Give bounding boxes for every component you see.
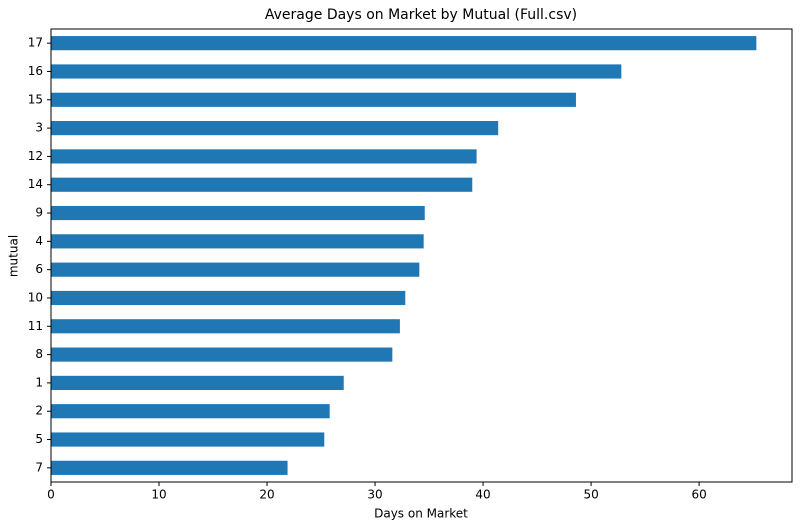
bar xyxy=(51,375,344,390)
y-tick-label: 5 xyxy=(35,432,43,446)
x-tick-label: 40 xyxy=(475,488,490,502)
y-tick-label: 2 xyxy=(35,404,43,418)
bar xyxy=(51,92,576,107)
x-tick-label: 20 xyxy=(259,488,274,502)
bar xyxy=(51,177,473,192)
bar xyxy=(51,319,400,334)
x-tick-label: 30 xyxy=(367,488,382,502)
y-tick-label: 3 xyxy=(35,121,43,135)
bar xyxy=(51,64,622,79)
y-tick-label: 15 xyxy=(28,92,43,106)
bar xyxy=(51,262,420,277)
y-tick-label: 11 xyxy=(28,319,43,333)
chart-title: Average Days on Market by Mutual (Full.c… xyxy=(265,7,577,23)
bar xyxy=(51,404,330,419)
y-tick-label: 8 xyxy=(35,347,43,361)
x-tick-label: 10 xyxy=(151,488,166,502)
x-axis-label: Days on Market xyxy=(374,507,468,521)
y-tick-label: 12 xyxy=(28,149,43,163)
bar xyxy=(51,234,424,249)
x-tick-label: 0 xyxy=(47,488,55,502)
y-tick-label: 14 xyxy=(28,177,43,191)
y-tick-label: 10 xyxy=(28,290,43,304)
plot-frame xyxy=(50,28,793,483)
y-axis-label: mutual xyxy=(7,235,21,277)
bar xyxy=(51,36,757,51)
bar xyxy=(51,121,499,136)
bar xyxy=(51,149,477,164)
y-tick-label: 1 xyxy=(35,375,43,389)
bar xyxy=(51,347,393,362)
y-tick-label: 6 xyxy=(35,262,43,276)
bar xyxy=(51,460,288,475)
bar xyxy=(51,290,406,306)
x-tick-label: 50 xyxy=(583,488,598,502)
y-tick-label: 17 xyxy=(28,36,43,50)
y-tick-label: 7 xyxy=(35,460,43,474)
x-tick-label: 60 xyxy=(691,488,706,502)
y-tick-label: 4 xyxy=(35,234,43,248)
bar xyxy=(51,432,325,447)
y-tick-label: 9 xyxy=(35,206,43,220)
bar xyxy=(51,205,425,221)
y-tick-label: 16 xyxy=(28,64,43,78)
